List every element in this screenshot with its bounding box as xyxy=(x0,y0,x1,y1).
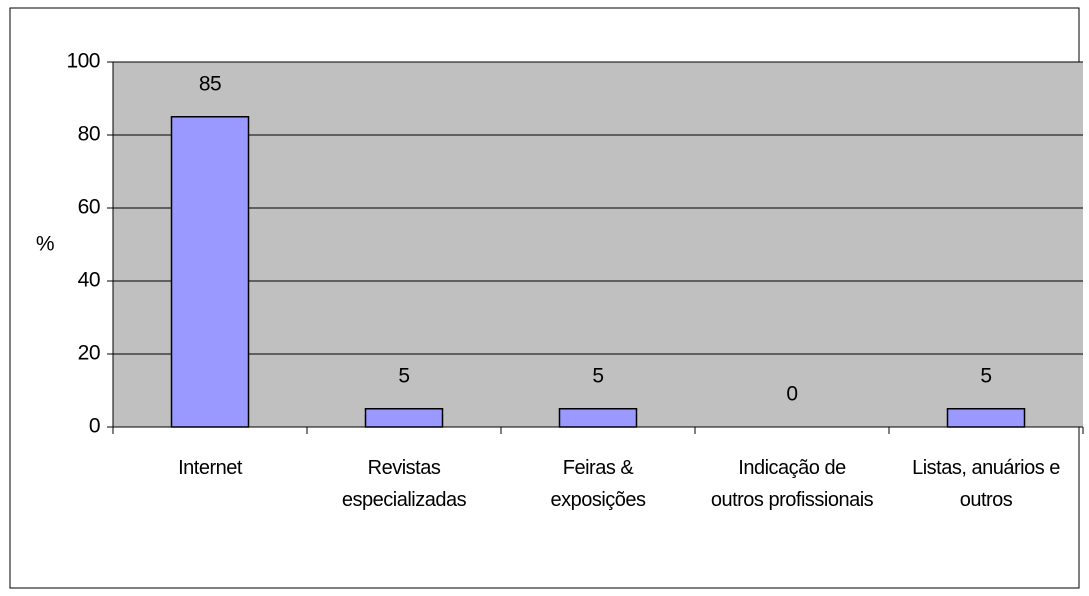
y-tick-label: 0 xyxy=(89,415,100,438)
x-tick-label: Indicação de outros profissionais xyxy=(710,457,874,511)
y-tick-label: 40 xyxy=(78,269,100,292)
data-label: 5 xyxy=(398,364,409,387)
data-label: 0 xyxy=(786,383,797,406)
y-tick-label: 60 xyxy=(78,196,100,219)
y-axis-label: % xyxy=(36,233,54,256)
y-tick-label: 80 xyxy=(78,123,100,146)
bar xyxy=(558,408,638,428)
x-tick-label: Revistas especializadas xyxy=(341,457,467,511)
bar xyxy=(364,408,444,428)
plot-area xyxy=(113,62,1083,427)
y-tick-label: 100 xyxy=(66,50,100,73)
bar xyxy=(946,408,1026,428)
x-tick-label: Listas, anuários e outros xyxy=(912,457,1060,511)
y-tick-label: 20 xyxy=(78,342,100,365)
bar xyxy=(170,116,250,428)
data-label: 5 xyxy=(592,364,603,387)
data-label: 85 xyxy=(199,72,221,95)
data-label: 5 xyxy=(980,364,991,387)
x-tick-label: Internet xyxy=(178,457,242,479)
x-tick-label: Feiras & exposições xyxy=(550,457,646,511)
